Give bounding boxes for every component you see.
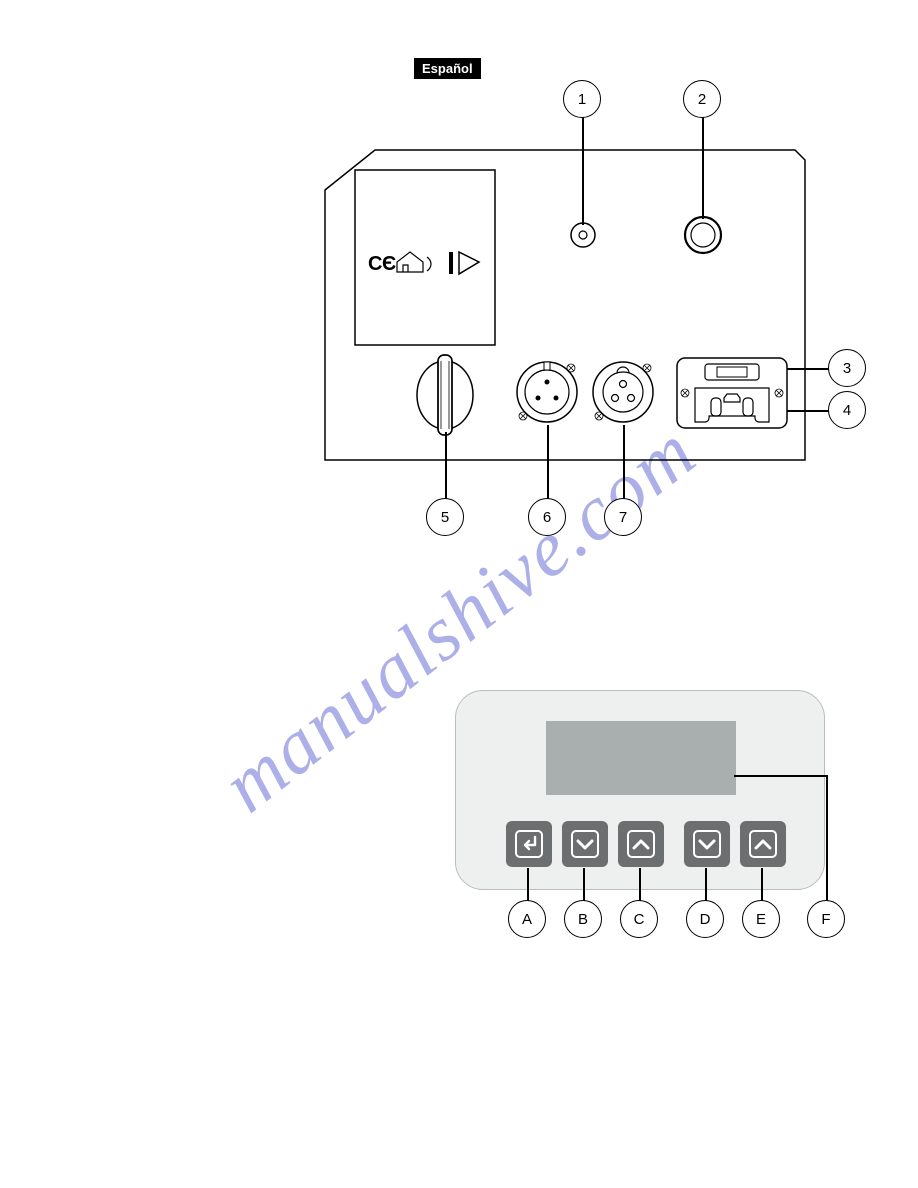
leader-line: [547, 425, 549, 500]
callout-1: 1: [563, 80, 601, 118]
svg-text:Є: Є: [382, 253, 396, 275]
callout-e: E: [742, 900, 780, 938]
chevron-down-icon: [571, 830, 599, 858]
callout-d: D: [686, 900, 724, 938]
leader-line: [702, 117, 704, 219]
callout-b: B: [564, 900, 602, 938]
chevron-up-icon: [749, 830, 777, 858]
back-panel-diagram: C Є: [315, 140, 815, 470]
callout-f: F: [807, 900, 845, 938]
lcd-display: [546, 721, 736, 795]
down-button-1: [562, 821, 608, 867]
down-button-2: [684, 821, 730, 867]
enter-icon: [515, 830, 543, 858]
leader-line: [787, 368, 830, 370]
callout-7: 7: [604, 498, 642, 536]
leader-line: [639, 868, 641, 902]
control-panel-diagram: [455, 690, 825, 890]
callout-2: 2: [683, 80, 721, 118]
callout-3: 3: [828, 349, 866, 387]
leader-line: [826, 775, 828, 903]
leader-line: [527, 868, 529, 902]
leader-line: [761, 868, 763, 902]
callout-6: 6: [528, 498, 566, 536]
leader-line: [734, 775, 826, 777]
callout-5: 5: [426, 498, 464, 536]
chevron-down-icon: [693, 830, 721, 858]
callout-4: 4: [828, 391, 866, 429]
up-button-1: [618, 821, 664, 867]
language-badge: Español: [414, 58, 481, 79]
leader-line: [582, 117, 584, 225]
leader-line: [583, 868, 585, 902]
leader-line: [623, 425, 625, 500]
leader-line: [705, 868, 707, 902]
callout-a: A: [508, 900, 546, 938]
up-button-2: [740, 821, 786, 867]
leader-line: [445, 432, 447, 500]
enter-button: [506, 821, 552, 867]
leader-line: [787, 410, 830, 412]
svg-text:C: C: [368, 253, 382, 275]
chevron-up-icon: [627, 830, 655, 858]
callout-c: C: [620, 900, 658, 938]
